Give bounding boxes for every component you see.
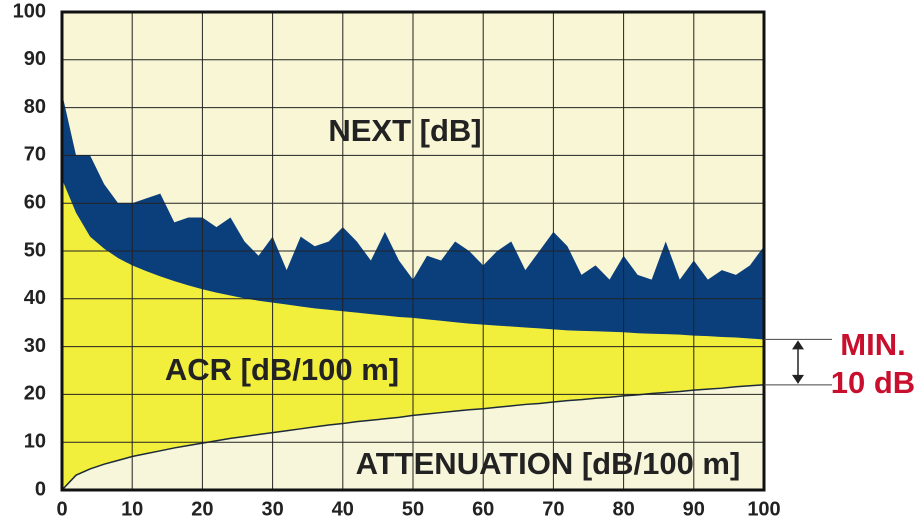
y-tick-label: 30 — [24, 335, 46, 357]
x-tick-label: 90 — [683, 498, 705, 520]
y-tick-label: 10 — [24, 430, 46, 452]
arrow-head — [792, 374, 804, 384]
x-tick-label: 20 — [191, 498, 213, 520]
y-tick-label: 100 — [13, 0, 46, 22]
x-tick-label: 50 — [402, 498, 424, 520]
y-tick-label: 70 — [24, 144, 46, 166]
x-tick-label: 80 — [612, 498, 634, 520]
y-tick-label: 0 — [35, 478, 46, 500]
x-tick-label: 70 — [542, 498, 564, 520]
x-tick-label: 0 — [56, 498, 67, 520]
series-label: NEXT [dB] — [328, 113, 481, 148]
x-tick-label: 10 — [121, 498, 143, 520]
x-tick-label: 100 — [747, 498, 780, 520]
y-tick-label: 60 — [24, 191, 46, 213]
arrow-head — [792, 340, 804, 350]
y-tick-label: 80 — [24, 96, 46, 118]
x-tick-label: 30 — [261, 498, 283, 520]
series-label: ACR [dB/100 m] — [165, 352, 399, 387]
x-tick-label: 40 — [332, 498, 354, 520]
y-tick-label: 40 — [24, 287, 46, 309]
series-label: ATTENUATION [dB/100 m] — [356, 446, 741, 481]
x-tick-label: 60 — [472, 498, 494, 520]
annotation: MIN. — [840, 327, 905, 362]
y-tick-label: 20 — [24, 383, 46, 405]
y-tick-label: 50 — [24, 239, 46, 261]
y-tick-label: 90 — [24, 48, 46, 70]
annotation: 10 dB — [831, 365, 915, 400]
plot-border — [60, 10, 766, 492]
